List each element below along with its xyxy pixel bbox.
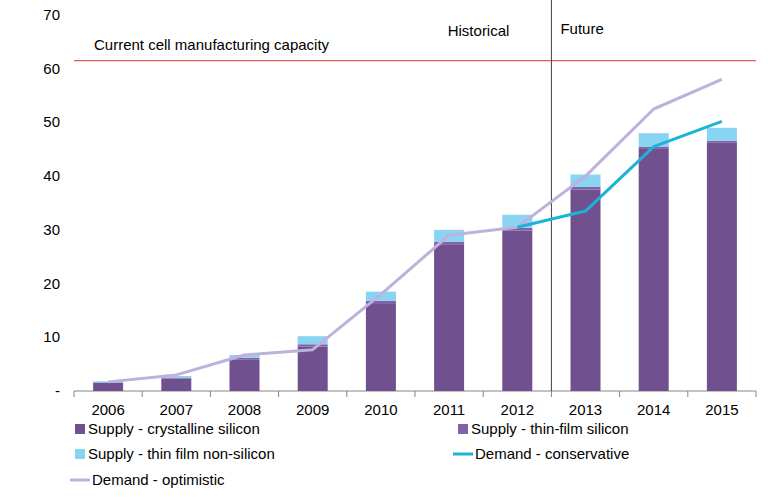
legend-swatch xyxy=(453,453,473,456)
bar xyxy=(707,128,737,141)
line xyxy=(517,121,722,227)
x-tick-label: 2011 xyxy=(433,401,465,418)
period-divider xyxy=(551,0,552,391)
x-tick xyxy=(483,391,484,397)
x-tick xyxy=(210,391,211,397)
legend-item: Supply - thin-film silicon xyxy=(458,420,629,437)
x-tick-label: 2006 xyxy=(91,401,124,418)
x-tick-label: 2008 xyxy=(228,401,261,418)
period-label: Future xyxy=(560,20,603,37)
legend-label: Supply - thin-film silicon xyxy=(471,420,629,437)
bar xyxy=(639,148,669,391)
bar xyxy=(639,133,669,146)
bar xyxy=(366,304,396,391)
bar xyxy=(93,383,123,391)
bar xyxy=(707,141,737,143)
x-tick-label: 2012 xyxy=(501,401,534,418)
legend-label: Demand - optimistic xyxy=(92,471,225,488)
x-tick-label: 2014 xyxy=(637,401,670,418)
x-tick xyxy=(619,391,620,397)
legend-item: Supply - thin film non-silicon xyxy=(75,445,275,462)
bar xyxy=(571,187,601,190)
legend-swatch xyxy=(458,424,468,434)
x-tick-label: 2007 xyxy=(160,401,193,418)
bar xyxy=(230,359,260,391)
line xyxy=(108,79,722,381)
plot-area xyxy=(93,79,737,391)
y-tick-label: 60 xyxy=(43,60,60,77)
legend-item: Demand - conservative xyxy=(453,445,629,462)
bar xyxy=(571,190,601,391)
x-tick xyxy=(74,391,75,397)
bar xyxy=(161,379,191,391)
bar xyxy=(298,344,328,346)
bar xyxy=(298,346,328,391)
legend-swatch xyxy=(70,479,90,482)
bar xyxy=(161,378,191,379)
legend-label: Demand - conservative xyxy=(475,445,629,462)
x-tick xyxy=(551,391,552,397)
bar xyxy=(707,142,737,391)
legend-label: Supply - crystalline silicon xyxy=(88,420,260,437)
y-tick-label: 10 xyxy=(43,328,60,345)
y-tick-label: 20 xyxy=(43,275,60,292)
x-tick xyxy=(278,391,279,397)
bar xyxy=(434,245,464,391)
y-tick-label: 40 xyxy=(43,167,60,184)
x-tick xyxy=(415,391,416,397)
x-tick xyxy=(142,391,143,397)
bar xyxy=(502,230,532,391)
reference-line xyxy=(74,60,756,61)
x-tick-label: 2013 xyxy=(569,401,602,418)
x-tick-label: 2009 xyxy=(296,401,329,418)
legend-item: Demand - optimistic xyxy=(70,471,225,488)
legend-swatch xyxy=(75,449,85,459)
legend-item: Supply - crystalline silicon xyxy=(75,420,260,437)
y-tick-label: 50 xyxy=(43,113,60,130)
reference-label: Current cell manufacturing capacity xyxy=(94,36,330,53)
chart: - 10 20 30 40 50 60 70 2006 2007 2008 2009 2010 2011 2… xyxy=(0,0,768,501)
y-tick-label: - xyxy=(55,382,60,399)
y-tick-label: 70 xyxy=(43,6,60,23)
period-label: Historical xyxy=(448,22,510,39)
y-tick-label: 30 xyxy=(43,221,60,238)
legend-swatch xyxy=(75,424,85,434)
x-tick xyxy=(687,391,688,397)
x-tick-label: 2010 xyxy=(364,401,397,418)
x-tick-label: 2015 xyxy=(705,401,738,418)
x-tick xyxy=(756,391,757,397)
legend-label: Supply - thin film non-silicon xyxy=(88,445,275,462)
x-tick xyxy=(346,391,347,397)
